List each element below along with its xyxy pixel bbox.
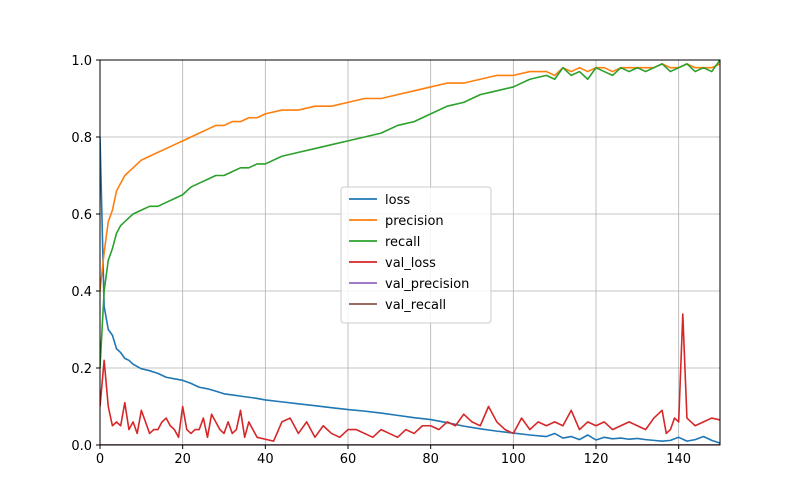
x-tick-label: 100 xyxy=(501,452,526,467)
legend: loss precision recall val_loss val_precision… xyxy=(340,186,492,324)
legend-label-precision: precision xyxy=(385,214,444,229)
y-tick-label: 0.4 xyxy=(71,285,92,300)
series-line-recall xyxy=(100,60,720,369)
legend-label-recall: recall xyxy=(385,235,420,250)
x-tick-label: 60 xyxy=(340,452,357,467)
y-tick-label: 0.6 xyxy=(71,208,92,223)
y-tick-label: 1.0 xyxy=(71,54,92,69)
x-tick-label: 20 xyxy=(174,452,191,467)
x-tick-label: 140 xyxy=(666,452,691,467)
y-tick-label: 0.2 xyxy=(71,362,92,377)
plot-frame xyxy=(99,59,721,446)
y-tick-label: 0.0 xyxy=(71,439,92,454)
legend-label-val-recall: val_recall xyxy=(385,298,446,313)
series-line-precision xyxy=(100,63,720,292)
legend-label-val-precision: val_precision xyxy=(385,277,469,292)
legend-label-loss: loss xyxy=(385,193,410,208)
axis-ticks: 0 20 40 60 80 100 120 140 0.0 0.2 0.4 0.6 0.8 1.0 xyxy=(71,54,691,467)
series-line-val-loss xyxy=(100,313,720,442)
y-tick-label: 0.8 xyxy=(71,131,92,146)
x-tick-label: 120 xyxy=(584,452,609,467)
x-tick-label: 40 xyxy=(257,452,274,467)
series-layer xyxy=(100,60,720,445)
legend-box xyxy=(340,186,492,324)
legend-label-val-loss: val_loss xyxy=(385,256,436,271)
x-tick-label: 0 xyxy=(96,452,104,467)
series-line-loss xyxy=(100,136,720,444)
x-tick-label: 80 xyxy=(422,452,439,467)
